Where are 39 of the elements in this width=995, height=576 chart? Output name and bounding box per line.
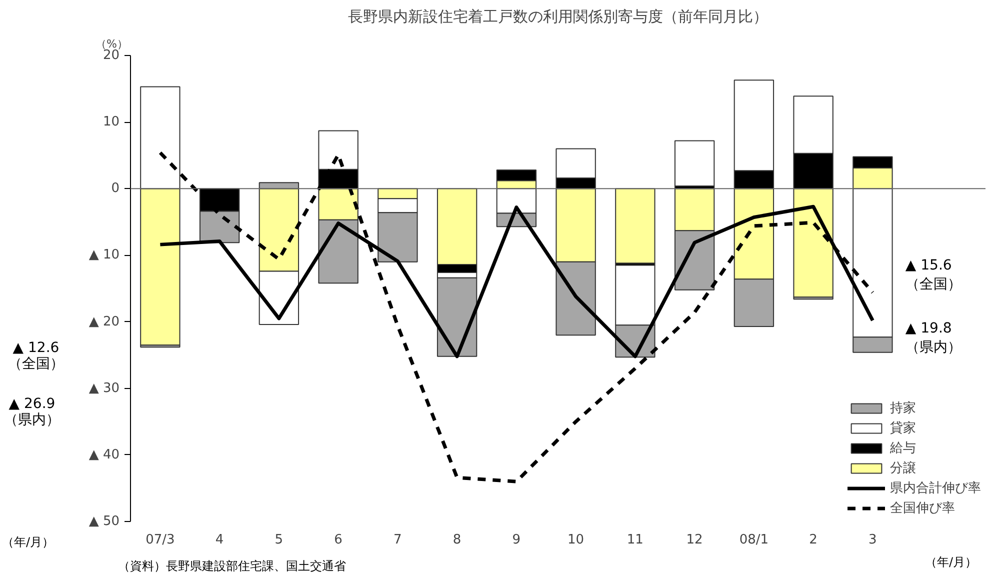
y-tick-label: 0 (111, 181, 120, 196)
legend-label: 分譲 (890, 460, 916, 477)
y-tick-label: 10 (102, 114, 120, 130)
y-tick-label: ▲ 50 (88, 514, 120, 529)
line-series (158, 150, 874, 484)
x-tick-label: 4 (215, 532, 224, 548)
x-tick-label: 08/1 (739, 532, 769, 548)
x-tick-label: 7 (394, 532, 402, 548)
text: （年/月） (2, 535, 54, 550)
legend-label: 給与 (890, 440, 916, 457)
chart-title: 長野県内新設住宅着工戸数の利用関係別寄与度（前年同月比） (348, 8, 768, 26)
text: ▲ 26.9 （県内） (4, 396, 60, 428)
bar (615, 188, 656, 264)
text: （資料）長野県建設部住宅課、国土交通省 (118, 559, 346, 574)
legend-label: 全国伸び率 (890, 500, 955, 517)
y-tick-label: 20 (102, 48, 120, 63)
y-tick-label: ▲ 40 (88, 447, 120, 462)
x-tick-label: 6 (334, 532, 342, 548)
x-tick-label: 2 (809, 532, 818, 548)
annotation: ▲ 19.8 （県内） (905, 320, 962, 356)
bar (674, 140, 715, 186)
x-tick-label: 07/3 (146, 532, 175, 548)
x-tick-label: 3 (868, 532, 877, 548)
legend-label: 貸家 (890, 420, 916, 437)
x-axis-title: （年/月） (925, 555, 978, 570)
x-tick-label: 10 (568, 532, 584, 548)
y-tick-label: ▲ 20 (88, 314, 120, 330)
x-tick-label: 12 (686, 532, 703, 548)
y-axis-title: （%） (96, 38, 128, 50)
annotation: ▲ 15.6 （全国） (905, 257, 962, 292)
y-tick-label: ▲ 10 (88, 248, 120, 263)
text: ▲ 12.6 （全国） (8, 340, 64, 372)
x-tick-label: 8 (452, 532, 462, 548)
x-tick-label: 11 (626, 532, 644, 548)
x-tick-label: 5 (274, 532, 284, 548)
legend-label: 持家 (890, 400, 916, 417)
x-tick-label: 9 (512, 532, 521, 548)
y-tick-label: ▲ 30 (88, 380, 120, 396)
legend-label: 県内合計伸び率 (890, 480, 981, 497)
